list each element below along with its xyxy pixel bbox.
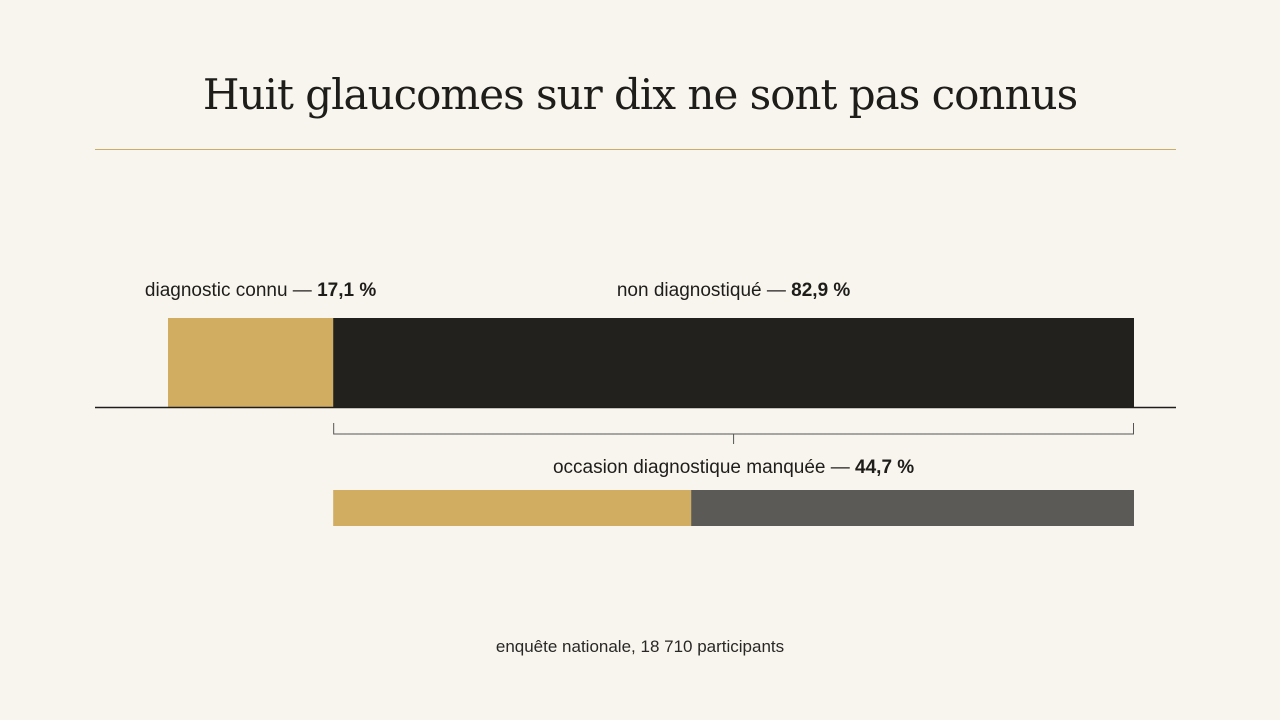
label-undiagnosed-value: 82,9 % [791,280,850,301]
label-known: diagnostic connu — 17,1 % [145,280,376,301]
bar-segment-undiagnosed [333,318,1134,408]
bar-segment-remainder [691,490,1134,526]
label-undiagnosed-text: non diagnostiqué — [617,280,791,301]
main-bar [168,318,1134,408]
bracket-path [333,423,1134,444]
bar-segment-missed [333,490,692,526]
bracket [333,423,1134,444]
label-missed-text: occasion diagnostique manquée — [553,457,855,478]
label-known-text: diagnostic connu — [145,280,317,301]
title-rule [95,149,1176,150]
label-missed: occasion diagnostique manquée — 44,7 % [553,457,914,478]
label-undiagnosed: non diagnostiqué — 82,9 % [617,280,851,301]
label-known-value: 17,1 % [317,280,376,301]
bar-segment-known [168,318,334,408]
sub-bar [333,490,1134,526]
chart-title: Huit glaucomes sur dix ne sont pas connu… [202,70,1078,119]
source-note: enquête nationale, 18 710 participants [495,637,785,656]
label-missed-value: 44,7 % [855,457,914,478]
